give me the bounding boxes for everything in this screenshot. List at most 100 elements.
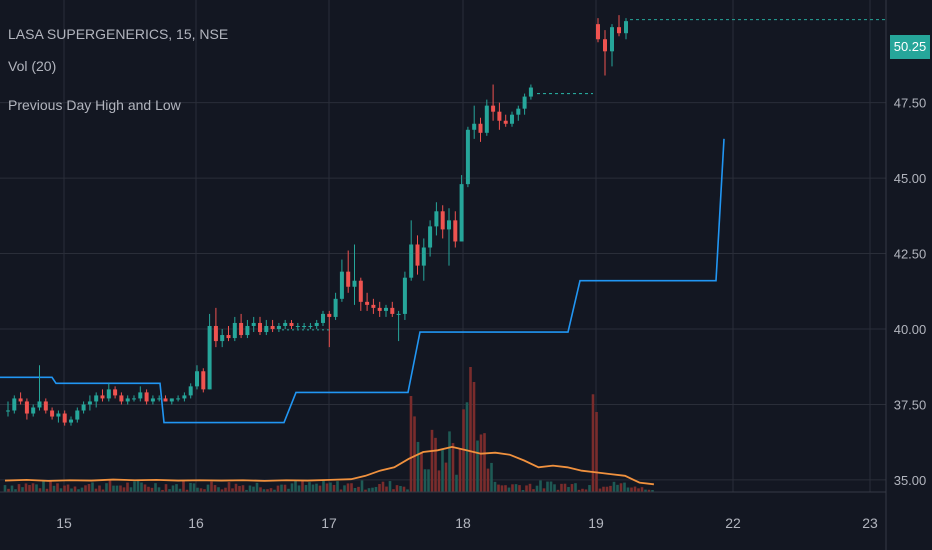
symbol-title[interactable]: LASA SUPERGENERICS, 15, NSE bbox=[8, 26, 229, 42]
volume-bar bbox=[612, 481, 616, 492]
volume-bar bbox=[294, 480, 297, 492]
volume-bar bbox=[423, 469, 427, 492]
volume-bar bbox=[637, 488, 640, 492]
volume-indicator-label[interactable]: Vol (20) bbox=[8, 58, 57, 74]
candle-body bbox=[125, 398, 130, 402]
volume-bar bbox=[476, 440, 479, 492]
candle-body bbox=[150, 398, 155, 402]
volume-bar bbox=[94, 488, 98, 492]
volume-bar bbox=[374, 486, 378, 492]
volume-bar bbox=[217, 487, 220, 492]
volume-bar bbox=[63, 485, 66, 492]
volume-bar bbox=[430, 429, 434, 492]
candle-body bbox=[484, 105, 489, 133]
volume-bar bbox=[245, 489, 248, 492]
volume-bar bbox=[241, 485, 245, 492]
volume-bar bbox=[122, 487, 126, 492]
volume-bar bbox=[280, 484, 283, 492]
volume-bar bbox=[315, 483, 318, 492]
volume-bar bbox=[427, 469, 430, 492]
candle-body bbox=[314, 322, 319, 326]
volume-bar bbox=[493, 481, 497, 492]
candle-body bbox=[333, 298, 338, 317]
volume-bar bbox=[486, 468, 490, 492]
candle-body bbox=[377, 307, 382, 311]
volume-bar bbox=[574, 483, 577, 492]
candle-body bbox=[270, 325, 275, 330]
volume-bar bbox=[619, 483, 623, 492]
volume-bar bbox=[192, 483, 196, 492]
candle-body bbox=[62, 413, 67, 423]
volume-bar bbox=[388, 481, 392, 492]
volume-bar bbox=[605, 486, 609, 492]
volume-bar bbox=[444, 462, 448, 492]
volume-bar bbox=[133, 481, 136, 492]
volume-bar bbox=[91, 482, 94, 492]
volume-bar bbox=[136, 480, 140, 492]
volume-bar bbox=[392, 489, 395, 492]
previous-day-high-line bbox=[0, 138, 725, 424]
candle-body bbox=[371, 304, 376, 308]
time-axis-label: 18 bbox=[455, 515, 471, 531]
volume-bar bbox=[553, 484, 556, 492]
volume-bar bbox=[343, 485, 346, 492]
candle-body bbox=[428, 226, 433, 248]
volume-bar bbox=[539, 480, 542, 492]
volume-bar bbox=[164, 484, 168, 492]
candle-body bbox=[81, 404, 86, 411]
volume-bar bbox=[70, 488, 73, 492]
volume-bar bbox=[535, 485, 539, 492]
volume-bar bbox=[577, 489, 581, 492]
volume-bar bbox=[266, 489, 269, 492]
volume-bar bbox=[448, 431, 451, 492]
volume-bar bbox=[185, 489, 189, 492]
candle-body bbox=[56, 413, 61, 417]
volume-bar bbox=[66, 484, 70, 492]
volume-bar bbox=[175, 484, 178, 492]
candle-body bbox=[453, 220, 458, 242]
candle-body bbox=[396, 313, 401, 315]
candle-body bbox=[69, 419, 73, 423]
candle-body bbox=[232, 322, 237, 339]
candle-body bbox=[201, 371, 206, 390]
candle-body bbox=[94, 395, 99, 402]
volume-bar bbox=[602, 486, 605, 492]
volume-bar bbox=[182, 481, 185, 492]
candle-body bbox=[31, 407, 36, 414]
price-axis-label: 47.50 bbox=[894, 96, 927, 111]
volume-bar bbox=[168, 489, 171, 492]
candle-body bbox=[440, 211, 445, 230]
volume-bar bbox=[532, 489, 535, 492]
candle-body bbox=[497, 111, 502, 121]
volume-bar bbox=[399, 485, 402, 492]
volume-bar bbox=[269, 488, 273, 492]
candle-body bbox=[503, 120, 508, 124]
volume-bar bbox=[626, 487, 630, 492]
pdhl-indicator-label[interactable]: Previous Day High and Low bbox=[8, 97, 181, 113]
candle-body bbox=[144, 392, 149, 402]
candle-body bbox=[409, 244, 414, 278]
volume-bar bbox=[108, 480, 112, 492]
candle-body bbox=[138, 392, 143, 399]
candle-body bbox=[295, 325, 300, 327]
volume-bar bbox=[112, 485, 115, 492]
candle-body bbox=[472, 123, 477, 130]
volume-bar bbox=[500, 485, 504, 492]
candle-body bbox=[603, 39, 607, 52]
volume-bar bbox=[567, 487, 570, 492]
candle-body bbox=[434, 211, 439, 227]
volume-bar bbox=[157, 487, 161, 492]
candle-body bbox=[327, 313, 332, 317]
volume-bar bbox=[52, 485, 56, 492]
volume-bar bbox=[35, 484, 38, 492]
volume-bar bbox=[441, 449, 444, 492]
volume-bar bbox=[84, 485, 87, 492]
volume-bar bbox=[504, 485, 507, 492]
volume-bar bbox=[409, 395, 413, 492]
volume-bar bbox=[98, 485, 101, 492]
time-axis-label: 23 bbox=[862, 515, 878, 531]
volume-bar bbox=[17, 484, 21, 492]
volume-bar bbox=[105, 483, 108, 492]
volume-bar bbox=[325, 483, 329, 492]
